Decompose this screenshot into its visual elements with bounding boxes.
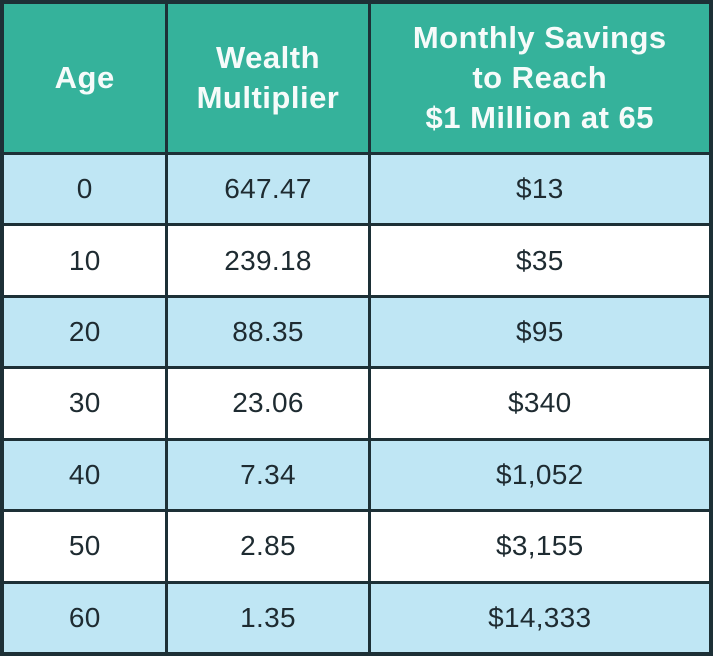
cell-savings: $3,155	[367, 509, 713, 584]
cell-multiplier: 23.06	[165, 366, 371, 441]
cell-savings: $1,052	[367, 437, 713, 513]
cell-savings: $340	[367, 366, 713, 441]
table-row: 30 23.06 $340	[0, 366, 713, 441]
cell-savings: $14,333	[367, 580, 713, 656]
cell-multiplier: 88.35	[165, 294, 371, 370]
header-savings-line3: $1 Million at 65	[425, 100, 655, 135]
table-row: 20 88.35 $95	[0, 294, 713, 370]
header-age-label: Age	[54, 60, 115, 95]
header-savings-line1: Monthly Savings	[412, 20, 667, 55]
header-row: Age Wealth Multiplier Monthly Savings to…	[0, 0, 713, 155]
cell-multiplier: 7.34	[165, 437, 371, 513]
cell-age: 60	[0, 580, 169, 656]
header-savings-line2: to Reach	[472, 60, 608, 95]
table-row: 0 647.47 $13	[0, 151, 713, 227]
cell-age: 30	[0, 366, 169, 441]
cell-savings: $95	[367, 294, 713, 370]
cell-age: 10	[0, 223, 169, 298]
header-cell-monthly-savings: Monthly Savings to Reach $1 Million at 6…	[367, 0, 713, 155]
cell-savings: $13	[367, 151, 713, 227]
table-row: 40 7.34 $1,052	[0, 437, 713, 513]
cell-age: 50	[0, 509, 169, 584]
cell-savings: $35	[367, 223, 713, 298]
cell-age: 0	[0, 151, 169, 227]
cell-age: 40	[0, 437, 169, 513]
cell-multiplier: 2.85	[165, 509, 371, 584]
header-wealth-line1: Wealth	[215, 40, 321, 75]
cell-multiplier: 647.47	[165, 151, 371, 227]
table-row: 50 2.85 $3,155	[0, 509, 713, 584]
table-row: 10 239.18 $35	[0, 223, 713, 298]
header-cell-wealth-multiplier: Wealth Multiplier	[165, 0, 371, 155]
cell-multiplier: 1.35	[165, 580, 371, 656]
header-cell-age: Age	[0, 0, 169, 155]
cell-multiplier: 239.18	[165, 223, 371, 298]
table-row: 60 1.35 $14,333	[0, 580, 713, 656]
header-wealth-line2: Multiplier	[196, 80, 340, 115]
cell-age: 20	[0, 294, 169, 370]
